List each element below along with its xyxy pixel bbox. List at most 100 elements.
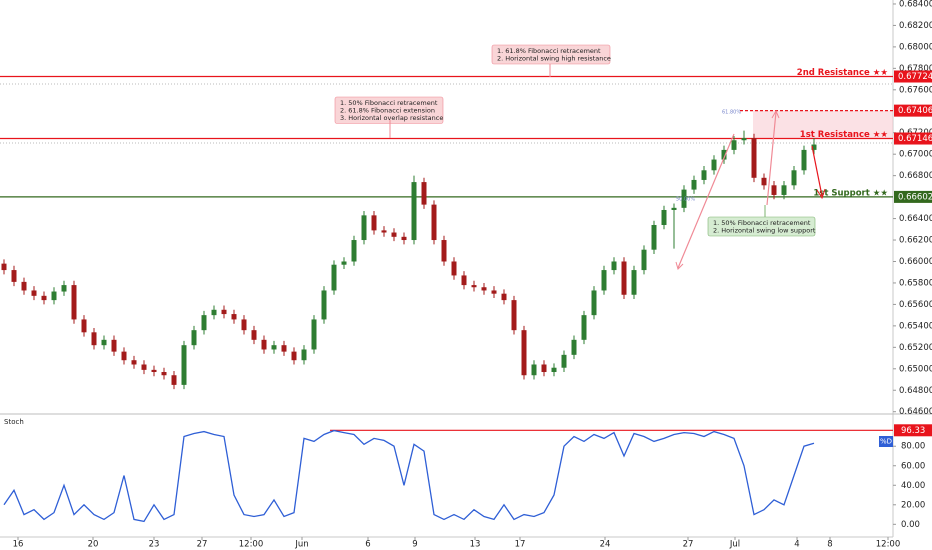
candle-body	[81, 319, 87, 333]
candle-body	[501, 293, 507, 301]
candle-body	[301, 349, 307, 361]
y-tick-label: 0.65000	[899, 364, 932, 374]
x-tick-label: 27	[683, 540, 694, 550]
candle-body	[31, 290, 37, 296]
annotation-text: 3. Horizontal overlap resistance	[340, 114, 443, 122]
candle-body	[281, 345, 287, 352]
candle-body	[111, 339, 117, 352]
candle-body	[391, 232, 397, 237]
candle-body	[781, 185, 787, 195]
candle-body	[341, 261, 347, 265]
y-tick-label: 0.66400	[899, 214, 932, 224]
candle-body	[691, 179, 697, 190]
annotation-box	[707, 216, 816, 237]
candle-body	[631, 270, 637, 295]
level-tag-label: 0.67724	[898, 72, 932, 82]
y-tick-label: 0.64800	[899, 386, 932, 396]
x-tick-label: 4	[794, 540, 799, 550]
x-tick-label: 16	[13, 540, 24, 550]
candle-body	[201, 315, 207, 331]
candle-body	[21, 281, 27, 291]
x-tick-label: Jul	[729, 540, 740, 550]
x-tick-label: 13	[470, 540, 481, 550]
arrow-head	[816, 188, 826, 200]
candle-body	[541, 364, 547, 373]
candle-body	[551, 367, 557, 373]
y-tick-label: 0.65400	[899, 321, 932, 331]
candle-body	[721, 149, 727, 160]
y-tick-label: 0.66200	[899, 236, 932, 246]
candle-body	[481, 287, 487, 291]
candle-body	[751, 138, 757, 178]
y-tick-label: 80.00	[901, 442, 925, 452]
candle-body	[191, 330, 197, 346]
y-tick-label: 60.00	[901, 461, 925, 471]
arrow	[677, 133, 735, 269]
candle-body	[91, 332, 97, 346]
x-tick-label: 6	[365, 540, 370, 550]
candle-body	[61, 285, 67, 292]
candle-body	[161, 372, 167, 376]
y-tick-label: 0.67000	[899, 150, 932, 160]
candle-body	[761, 177, 767, 186]
level-tag	[894, 104, 932, 117]
candle-body	[671, 207, 677, 210]
x-tick-label: 27	[197, 540, 208, 550]
candle-body	[731, 140, 737, 150]
candle-body	[1, 263, 7, 271]
candle-body	[531, 364, 537, 376]
candle-body	[621, 261, 627, 295]
candle-body	[591, 290, 597, 316]
candle-body	[311, 319, 317, 350]
candle-body	[381, 230, 387, 233]
candle-body	[471, 285, 477, 288]
candle-body	[71, 285, 77, 320]
candle-body	[181, 345, 187, 385]
candle-body	[441, 240, 447, 262]
level-tag	[894, 70, 932, 83]
candle-body	[361, 215, 367, 241]
candle-body	[241, 319, 247, 331]
candle-body	[221, 309, 227, 315]
x-tick-label: 24	[600, 540, 611, 550]
y-tick-label: 0.65200	[899, 343, 932, 353]
annotation-text: 1. 50% Fibonacci retracement	[340, 99, 438, 107]
level-name: 2nd Resistance ★★	[797, 68, 889, 78]
candle-body	[791, 170, 797, 186]
y-tick-label: 0.66000	[899, 257, 932, 267]
candle-body	[711, 159, 717, 171]
candle-body	[11, 270, 17, 282]
y-tick-label: 0.64600	[899, 407, 932, 417]
candle-body	[351, 240, 357, 262]
x-tick-label: 12:00	[876, 540, 901, 550]
arrow	[811, 145, 823, 197]
y-tick-label: 0.00	[901, 520, 920, 530]
candle-body	[291, 351, 297, 361]
candle-body	[611, 261, 617, 271]
candle-body	[101, 339, 107, 346]
level-name: 1st Resistance ★★	[800, 130, 889, 140]
annotation-box	[334, 96, 444, 124]
candle-body	[451, 261, 457, 276]
candle-body	[771, 185, 777, 195]
y-tick-label: 0.65800	[899, 278, 932, 288]
candle-body	[151, 369, 157, 373]
annotation-text: 2. Horizontal swing high resistance	[497, 55, 611, 63]
candle-body	[811, 144, 817, 150]
candle-body	[271, 345, 277, 350]
candle-body	[171, 375, 177, 385]
candle-body	[371, 215, 377, 231]
x-tick-label: 17	[515, 540, 526, 550]
candle-body	[401, 236, 407, 241]
y-tick-label: 0.67600	[899, 85, 932, 95]
y-tick-label: 20.00	[901, 500, 925, 510]
arrow	[766, 111, 777, 206]
annotation-box	[491, 44, 611, 65]
x-tick-label: 23	[149, 540, 160, 550]
y-tick-label: 0.68200	[899, 21, 932, 31]
candle-body	[801, 149, 807, 171]
candle-body	[261, 339, 267, 350]
fib-label: 61.80%	[722, 110, 741, 116]
